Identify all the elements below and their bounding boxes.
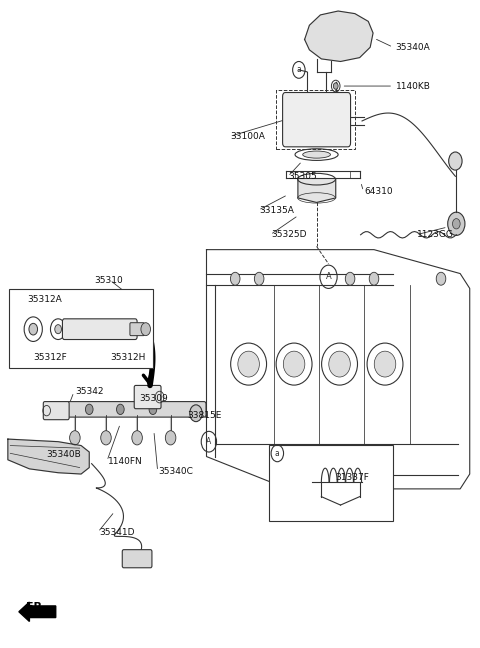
Text: 35340B: 35340B bbox=[46, 450, 81, 459]
Circle shape bbox=[449, 152, 462, 170]
Text: A: A bbox=[206, 437, 212, 446]
Text: A: A bbox=[325, 272, 331, 281]
Bar bbox=[276, 90, 355, 150]
Text: 64310: 64310 bbox=[364, 187, 393, 196]
Text: 35312F: 35312F bbox=[33, 353, 67, 362]
Circle shape bbox=[345, 272, 355, 285]
Circle shape bbox=[165, 431, 176, 445]
Text: 31337F: 31337F bbox=[336, 474, 370, 482]
Ellipse shape bbox=[374, 351, 396, 377]
Polygon shape bbox=[305, 11, 373, 62]
FancyBboxPatch shape bbox=[283, 93, 350, 147]
Circle shape bbox=[70, 431, 80, 445]
Bar bbox=[269, 445, 393, 521]
Ellipse shape bbox=[329, 351, 350, 377]
Circle shape bbox=[453, 218, 460, 229]
Text: a: a bbox=[275, 449, 280, 458]
Circle shape bbox=[448, 212, 465, 235]
Text: FR.: FR. bbox=[25, 601, 46, 612]
Circle shape bbox=[305, 104, 328, 136]
Polygon shape bbox=[8, 439, 89, 474]
Text: 35309: 35309 bbox=[140, 394, 168, 403]
FancyArrow shape bbox=[19, 602, 56, 621]
Text: 35340C: 35340C bbox=[158, 467, 193, 476]
Text: 35340A: 35340A bbox=[396, 43, 430, 52]
Bar bbox=[9, 289, 153, 368]
Circle shape bbox=[333, 83, 338, 89]
Text: 35312A: 35312A bbox=[27, 295, 62, 304]
Circle shape bbox=[29, 323, 37, 335]
Text: 35312H: 35312H bbox=[111, 353, 146, 362]
Circle shape bbox=[132, 431, 143, 445]
Circle shape bbox=[436, 272, 446, 285]
Circle shape bbox=[55, 325, 61, 334]
FancyBboxPatch shape bbox=[62, 319, 137, 340]
FancyBboxPatch shape bbox=[130, 323, 144, 336]
Polygon shape bbox=[298, 179, 336, 202]
Circle shape bbox=[141, 323, 151, 336]
Text: 33100A: 33100A bbox=[230, 132, 265, 141]
FancyBboxPatch shape bbox=[49, 402, 206, 417]
Text: a: a bbox=[297, 65, 301, 75]
Text: 35310: 35310 bbox=[94, 275, 123, 284]
Circle shape bbox=[149, 404, 157, 415]
Text: 1123GG: 1123GG bbox=[417, 230, 454, 239]
Circle shape bbox=[369, 272, 379, 285]
Ellipse shape bbox=[283, 351, 305, 377]
Circle shape bbox=[85, 404, 93, 415]
Text: 33135A: 33135A bbox=[259, 205, 294, 214]
Circle shape bbox=[117, 404, 124, 415]
Text: 1140FN: 1140FN bbox=[108, 457, 143, 465]
Text: 1140KB: 1140KB bbox=[396, 82, 431, 91]
Text: 35305: 35305 bbox=[288, 172, 317, 181]
Circle shape bbox=[230, 272, 240, 285]
Circle shape bbox=[101, 431, 111, 445]
Text: 35342: 35342 bbox=[75, 388, 103, 397]
Circle shape bbox=[190, 405, 202, 422]
Ellipse shape bbox=[303, 151, 330, 158]
FancyBboxPatch shape bbox=[43, 402, 69, 420]
FancyBboxPatch shape bbox=[122, 550, 152, 568]
FancyBboxPatch shape bbox=[134, 386, 161, 409]
Text: 35341D: 35341D bbox=[99, 527, 134, 537]
Circle shape bbox=[311, 112, 323, 128]
Text: 33815E: 33815E bbox=[187, 411, 222, 421]
Text: 35325D: 35325D bbox=[271, 230, 307, 239]
Circle shape bbox=[254, 272, 264, 285]
Ellipse shape bbox=[238, 351, 259, 377]
